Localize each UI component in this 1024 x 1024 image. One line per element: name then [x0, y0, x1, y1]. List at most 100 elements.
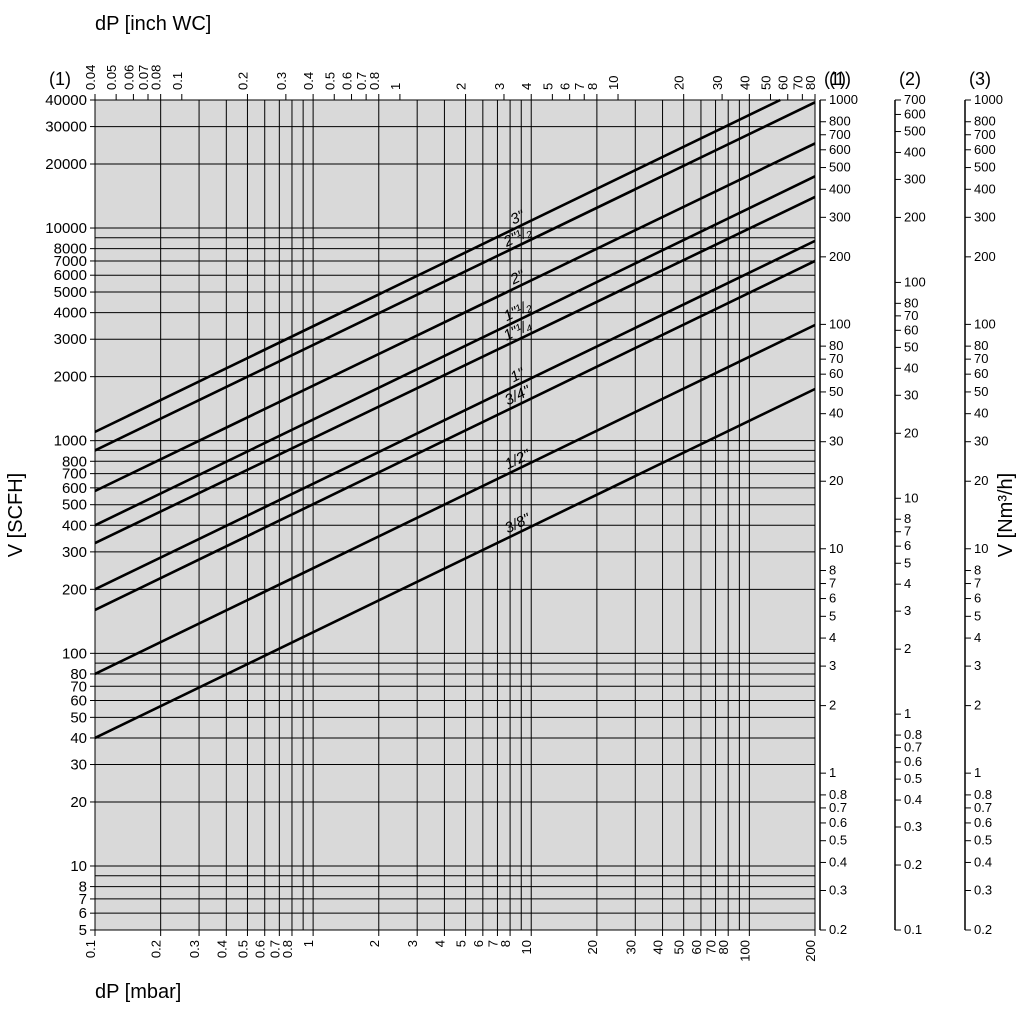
right-axis-title: V [Nm³/h] [995, 473, 1017, 557]
x-tick-label: 0.5 [235, 940, 250, 958]
y-tick-label: 400 [62, 517, 87, 534]
top-tick-label: 2 [454, 83, 469, 90]
right-tick-label: 1 [829, 765, 836, 780]
top-tick-label: 5 [540, 83, 555, 90]
x-tick-label: 0.3 [187, 940, 202, 958]
top-tick-label: 0.6 [340, 72, 355, 90]
x-tick-label: 5 [454, 940, 469, 947]
right-tick-label: 7 [829, 576, 836, 591]
y-tick-label: 200 [62, 581, 87, 598]
x-tick-label: 10 [519, 940, 534, 954]
y-tick-label: 1000 [54, 433, 87, 450]
right-tick-label: 0.4 [829, 854, 847, 869]
y-tick-label: 8 [79, 879, 87, 896]
right-tick-label: 20 [904, 425, 918, 440]
right-tick-label: 0.1 [904, 922, 922, 937]
right-tick-label: 10 [829, 541, 843, 556]
top-tick-label: 0.8 [367, 72, 382, 90]
right-tick-label: 300 [829, 209, 851, 224]
right-tick-label: 10 [974, 541, 988, 556]
right-tick-label: 3 [974, 658, 981, 673]
top-axis-title: dP [inch WC] [95, 13, 211, 35]
y-tick-label: 10000 [45, 220, 87, 237]
right-tick-label: 3 [904, 603, 911, 618]
y-tick-label: 20000 [45, 156, 87, 173]
top-tick-label: 0.2 [235, 72, 250, 90]
right-tick-label: 0.4 [904, 792, 922, 807]
x-tick-label: 1 [301, 940, 316, 947]
bottom-axis-title: dP [mbar] [95, 981, 181, 1003]
right-tick-label: 0.8 [974, 787, 992, 802]
right-tick-label: 200 [974, 249, 996, 264]
top-tick-label: 20 [672, 76, 687, 90]
top-tick-label: 10 [606, 76, 621, 90]
y-tick-label: 2000 [54, 369, 87, 386]
right-tick-label: 0.3 [974, 882, 992, 897]
right-tick-label: 600 [904, 106, 926, 121]
right-tick-label: 100 [829, 316, 851, 331]
top-axis: 0.040.050.060.070.080.10.20.30.40.50.60.… [49, 13, 851, 100]
right-tick-label: 8 [829, 563, 836, 578]
right-tick-label: 800 [974, 114, 996, 129]
right-tick-label: 80 [904, 295, 918, 310]
right-tick-label: 0.5 [974, 833, 992, 848]
right-tick-label: 5 [829, 608, 836, 623]
right-axis-2: 0.10.20.30.40.50.60.70.81234567810203040… [895, 69, 926, 937]
right-tick-label: 60 [974, 366, 988, 381]
right-tick-label: 50 [974, 384, 988, 399]
y-tick-label: 40 [70, 730, 87, 747]
x-tick-label: 4 [432, 940, 447, 947]
right-tick-label: 0.7 [974, 800, 992, 815]
x-tick-label: 50 [672, 940, 687, 954]
x-tick-label: 200 [803, 940, 818, 962]
right-tick-label: 0.8 [904, 727, 922, 742]
x-tick-label: 30 [623, 940, 638, 954]
y-tick-label: 10 [70, 858, 87, 875]
right-tick-label: 50 [904, 339, 918, 354]
top-tick-label: 1 [388, 83, 403, 90]
right-tick-label: 100 [974, 316, 996, 331]
right-tick-label: 0.7 [829, 800, 847, 815]
right-tick-label: 2 [904, 641, 911, 656]
right-tick-label: 10 [904, 490, 918, 505]
right-tick-label: 0.5 [829, 833, 847, 848]
right-col-label: (3) [969, 69, 991, 89]
right-tick-label: 2 [974, 698, 981, 713]
right-tick-label: 0.6 [974, 815, 992, 830]
right-tick-label: 2 [829, 698, 836, 713]
right-tick-label: 0.4 [974, 854, 992, 869]
right-tick-label: 500 [904, 124, 926, 139]
right-tick-label: 60 [829, 366, 843, 381]
top-tick-label: 50 [758, 76, 773, 90]
right-tick-label: 400 [829, 181, 851, 196]
y-tick-label: 40000 [45, 92, 87, 109]
right-tick-label: 0.6 [829, 815, 847, 830]
right-tick-label: 40 [904, 360, 918, 375]
y-tick-label: 8000 [54, 241, 87, 258]
right-tick-label: 6 [829, 591, 836, 606]
right-tick-label: 1000 [974, 92, 1003, 107]
right-tick-label: 80 [974, 338, 988, 353]
right-tick-label: 7 [974, 576, 981, 591]
right-tick-label: 30 [829, 434, 843, 449]
right-tick-label: 8 [974, 563, 981, 578]
right-tick-label: 300 [904, 171, 926, 186]
right-tick-label: 1 [904, 706, 911, 721]
y-tick-label: 5000 [54, 284, 87, 301]
right-tick-label: 400 [974, 181, 996, 196]
right-tick-label: 40 [974, 406, 988, 421]
right-tick-label: 40 [829, 406, 843, 421]
top-tick-label: 0.5 [322, 72, 337, 90]
right-tick-label: 30 [904, 387, 918, 402]
right-tick-label: 60 [904, 322, 918, 337]
right-tick-label: 400 [904, 144, 926, 159]
right-tick-label: 200 [904, 209, 926, 224]
right-tick-label: 0.8 [829, 787, 847, 802]
top-tick-label: 30 [710, 76, 725, 90]
right-tick-label: 80 [829, 338, 843, 353]
y-tick-label: 30 [70, 757, 87, 774]
x-tick-label: 0.2 [149, 940, 164, 958]
right-tick-label: 0.5 [904, 771, 922, 786]
right-tick-label: 1000 [829, 92, 858, 107]
right-tick-label: 0.6 [904, 754, 922, 769]
